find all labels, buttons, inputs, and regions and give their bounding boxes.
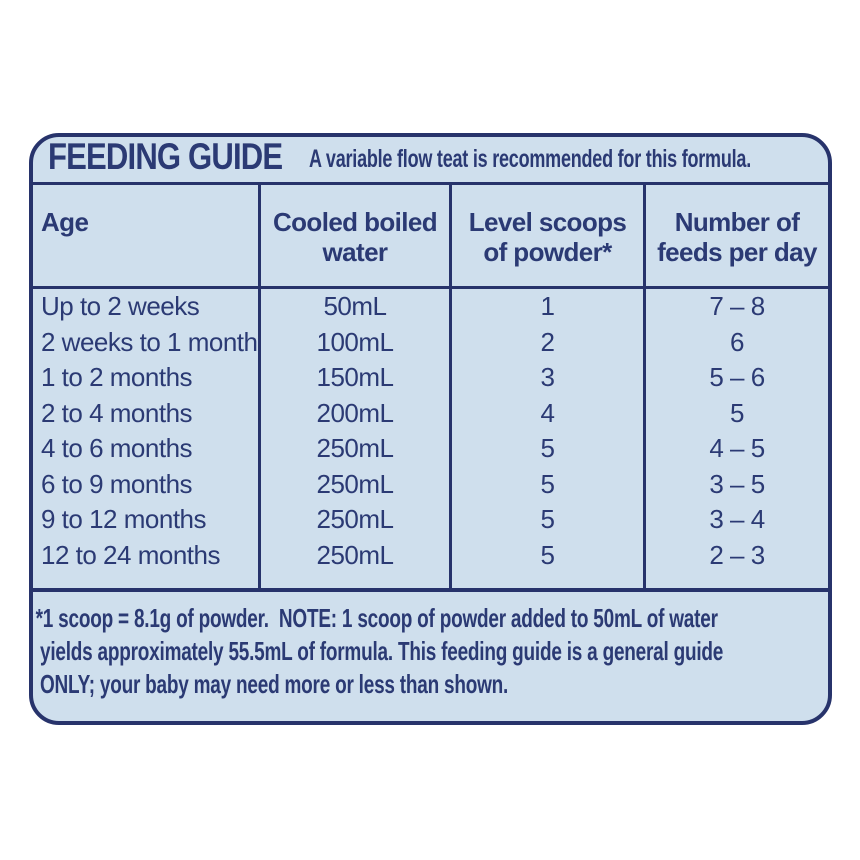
table-cell-feeds: 7 – 8: [709, 291, 765, 321]
footnote-line: yields approximately 55.5mL of formula. …: [40, 635, 724, 666]
table-cell-water: 100mL: [261, 324, 452, 360]
title-subtitle: A variable flow teat is recommended for …: [309, 145, 751, 173]
table-cell-scoops: 5: [452, 502, 646, 538]
table-cell-water: 250mL: [261, 466, 452, 502]
header-line: water: [322, 237, 389, 267]
table-cell-feeds: 2 – 3: [709, 539, 765, 570]
table-cell-feeds: 4 – 5: [709, 433, 765, 463]
table-cell-scoops: 5: [452, 431, 646, 467]
table-cell-feeds: 5: [730, 397, 744, 428]
feeding-table: Age Cooled boiled water Level scoops of …: [33, 185, 828, 588]
table-cell-age: 6 to 9 months: [33, 466, 261, 502]
table-cell-water: 250mL: [261, 537, 452, 588]
table-cell-age: 4 to 6 months: [33, 431, 261, 467]
header-line: Number of: [674, 207, 800, 237]
footnote: *1 scoop = 8.1g of powder. NOTE: 1 scoop…: [33, 587, 828, 701]
table-cell-feeds: 6: [730, 326, 744, 357]
column-header-water: Cooled boiled water: [261, 185, 452, 289]
table-cell-feeds: 3 – 4: [709, 504, 765, 534]
column-header-age: Age: [33, 185, 261, 289]
table-cell-age: 9 to 12 months: [33, 502, 261, 538]
table-cell-scoops: 1: [452, 289, 646, 325]
table-cell-water: 150mL: [261, 360, 452, 396]
table-cell-age: 2 to 4 months: [33, 395, 261, 431]
header-line: Age: [41, 207, 89, 237]
footnote-line: *1 scoop = 8.1g of powder. NOTE: 1 scoop…: [35, 602, 718, 633]
feeding-guide-card: FEEDING GUIDE A variable flow teat is re…: [29, 133, 832, 725]
column-header-scoops: Level scoops of powder*: [452, 185, 646, 289]
table-cell-scoops: 4: [452, 395, 646, 431]
header-line: Level scoops: [468, 207, 627, 237]
table-cell-water: 250mL: [261, 502, 452, 538]
table-cell-water: 250mL: [261, 431, 452, 467]
header-line: of powder*: [483, 237, 612, 267]
table-cell-scoops: 2: [452, 324, 646, 360]
table-cell-scoops: 5: [452, 537, 646, 588]
table-cell-feeds: 5 – 6: [709, 362, 765, 392]
title-bar: FEEDING GUIDE A variable flow teat is re…: [33, 137, 828, 185]
table-cell-age: 12 to 24 months: [33, 537, 261, 588]
footnote-line: ONLY; your baby may need more or less th…: [40, 668, 509, 699]
table-cell-feeds: 3 – 5: [709, 468, 765, 499]
table-cell-scoops: 3: [452, 360, 646, 396]
table-cell-water: 50mL: [261, 289, 452, 325]
page-title: FEEDING GUIDE: [48, 136, 283, 177]
table-cell-age: 1 to 2 months: [33, 360, 261, 396]
table-cell-age: Up to 2 weeks: [33, 289, 261, 325]
table-cell-water: 200mL: [261, 395, 452, 431]
table-cell-age: 2 weeks to 1 month: [33, 324, 261, 360]
table-cell-scoops: 5: [452, 466, 646, 502]
header-line: feeds per day: [657, 237, 817, 267]
header-line: Cooled boiled: [272, 207, 438, 237]
column-header-feeds: Number of feeds per day: [646, 185, 828, 289]
